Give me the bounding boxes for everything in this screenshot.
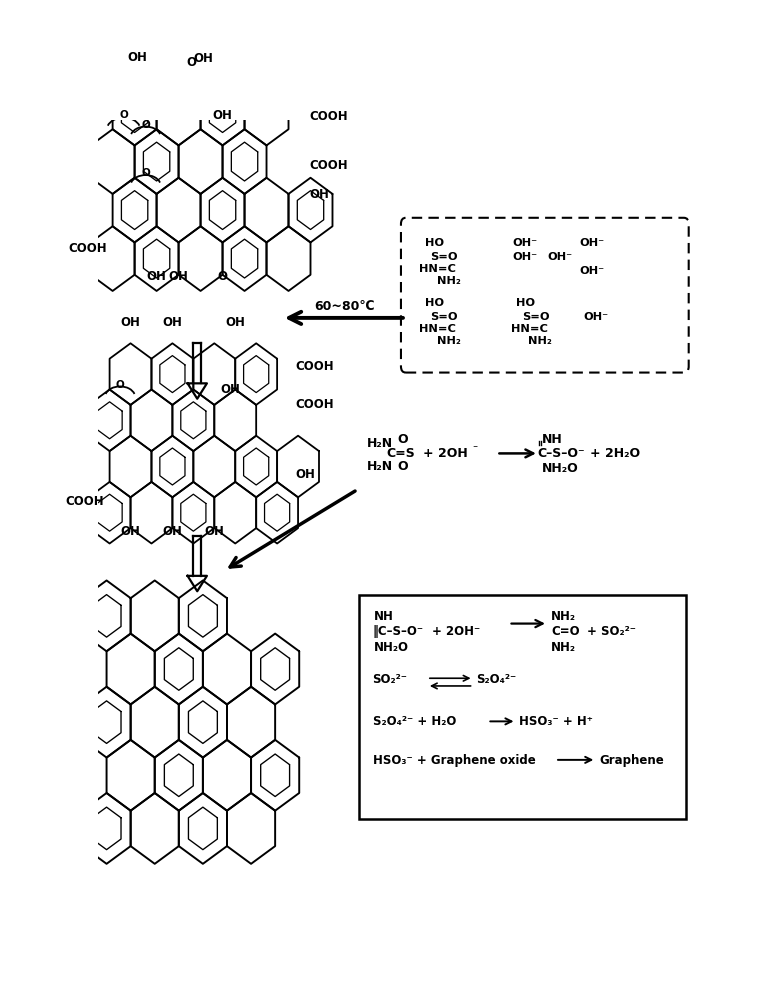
FancyBboxPatch shape xyxy=(359,595,686,819)
Text: HN=C: HN=C xyxy=(511,324,548,334)
Text: O: O xyxy=(141,168,150,178)
Text: OH: OH xyxy=(213,109,232,122)
Text: OH: OH xyxy=(147,270,166,283)
Text: NH: NH xyxy=(374,610,394,623)
Text: OH: OH xyxy=(128,51,147,64)
Text: OH⁻: OH⁻ xyxy=(512,238,538,248)
Text: HN=C: HN=C xyxy=(419,324,456,334)
Text: OH: OH xyxy=(296,468,315,481)
Text: OH⁻: OH⁻ xyxy=(548,252,573,262)
Text: + SO₂²⁻: + SO₂²⁻ xyxy=(587,625,636,638)
Text: HO: HO xyxy=(516,298,535,308)
Text: ⁻: ⁻ xyxy=(473,444,477,454)
Text: C=S: C=S xyxy=(386,447,415,460)
Text: COOH: COOH xyxy=(310,159,349,172)
Text: + 2H₂O: + 2H₂O xyxy=(590,447,640,460)
Text: O: O xyxy=(398,460,408,473)
Text: COOH: COOH xyxy=(296,398,334,411)
FancyBboxPatch shape xyxy=(401,218,689,373)
Text: O: O xyxy=(141,120,150,130)
Text: NH₂O: NH₂O xyxy=(374,641,409,654)
Text: COOH: COOH xyxy=(310,110,349,123)
Text: O: O xyxy=(119,110,128,120)
Text: C=O: C=O xyxy=(551,625,580,638)
Text: HN=C: HN=C xyxy=(419,264,456,274)
Text: C–S–O⁻: C–S–O⁻ xyxy=(537,447,584,460)
Text: OH: OH xyxy=(162,316,183,329)
Text: OH⁻: OH⁻ xyxy=(580,266,604,276)
Text: OH: OH xyxy=(168,270,189,283)
Text: OH⁻: OH⁻ xyxy=(580,238,604,248)
Text: OH: OH xyxy=(121,525,140,538)
Text: HO: HO xyxy=(425,298,445,308)
Text: S=O: S=O xyxy=(430,252,458,262)
Text: NH₂: NH₂ xyxy=(551,641,576,654)
Text: OH: OH xyxy=(204,525,224,538)
Text: OH: OH xyxy=(225,316,245,329)
Text: COOH: COOH xyxy=(65,495,104,508)
Text: OH: OH xyxy=(220,383,240,396)
Text: H₂N: H₂N xyxy=(367,460,392,473)
Text: S₂O₄²⁻ + H₂O: S₂O₄²⁻ + H₂O xyxy=(373,715,456,728)
Text: O: O xyxy=(218,270,228,283)
Text: OH: OH xyxy=(162,525,183,538)
Text: OH⁻: OH⁻ xyxy=(583,312,608,322)
Text: 60~80℃: 60~80℃ xyxy=(314,300,374,312)
Text: SO₂²⁻: SO₂²⁻ xyxy=(373,673,407,686)
Text: O: O xyxy=(115,379,125,389)
Text: OH⁻: OH⁻ xyxy=(512,252,538,262)
Text: S₂O₄²⁻: S₂O₄²⁻ xyxy=(477,673,517,686)
Text: S=O: S=O xyxy=(522,312,549,322)
Text: Graphene: Graphene xyxy=(599,754,664,767)
Text: + 2OH⁻: + 2OH⁻ xyxy=(432,625,480,638)
Text: COOH: COOH xyxy=(68,242,107,255)
Text: O: O xyxy=(398,433,408,446)
Text: HSO₃⁻ + H⁺: HSO₃⁻ + H⁺ xyxy=(519,715,594,728)
Text: S=O: S=O xyxy=(430,312,458,322)
Text: COOH: COOH xyxy=(296,360,334,373)
Text: OH: OH xyxy=(193,52,214,65)
Text: OH: OH xyxy=(310,188,329,201)
Text: NH: NH xyxy=(542,433,562,446)
Text: H₂N: H₂N xyxy=(367,437,392,450)
Text: O: O xyxy=(186,56,197,69)
Text: NH₂: NH₂ xyxy=(438,336,461,346)
Text: HO: HO xyxy=(425,238,445,248)
Text: OH: OH xyxy=(121,316,140,329)
Text: NH₂O: NH₂O xyxy=(542,462,579,475)
Text: NH₂: NH₂ xyxy=(438,276,461,286)
Text: HSO₃⁻ + Graphene oxide: HSO₃⁻ + Graphene oxide xyxy=(373,754,535,767)
Text: + 2OH: + 2OH xyxy=(423,447,467,460)
Text: NH₂: NH₂ xyxy=(551,610,576,623)
Text: ‖C–S–O⁻: ‖C–S–O⁻ xyxy=(373,625,424,638)
Text: NH₂: NH₂ xyxy=(528,336,551,346)
